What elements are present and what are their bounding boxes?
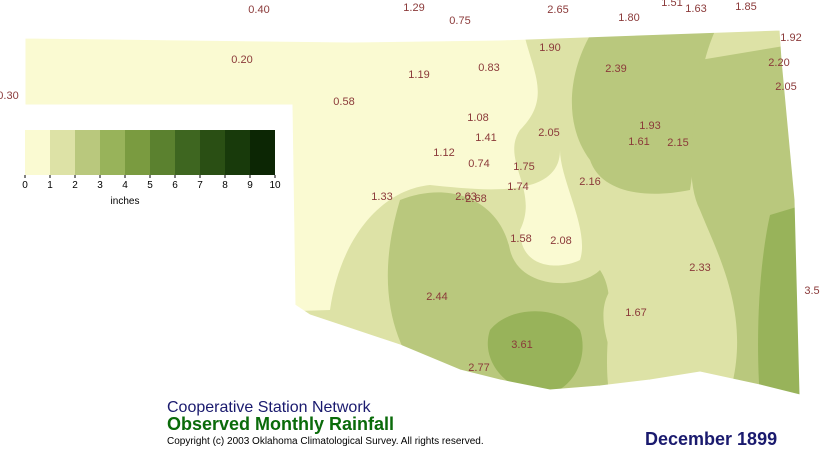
- legend-swatch: [175, 130, 200, 175]
- legend-unit: inches: [111, 196, 140, 207]
- station-value: 2.20: [768, 57, 789, 69]
- legend-swatch: [25, 130, 50, 175]
- station-value: 1.90: [539, 42, 560, 54]
- station-value: 2.77: [468, 362, 489, 374]
- legend-tick-label: 6: [172, 180, 178, 191]
- station-value: 1.74: [507, 181, 528, 193]
- station-value: 0.30: [0, 90, 19, 102]
- station-value: 1.85: [735, 1, 756, 13]
- station-value: 3.5: [804, 285, 819, 297]
- station-value: 2.15: [667, 137, 688, 149]
- legend-tick-label: 4: [122, 180, 128, 191]
- legend-tick-label: 3: [97, 180, 103, 191]
- station-value: 1.61: [628, 136, 649, 148]
- legend-tick-label: 2: [72, 180, 78, 191]
- station-value: 1.41: [475, 132, 496, 144]
- station-value: 1.51: [661, 0, 682, 9]
- station-value: 2.05: [538, 127, 559, 139]
- legend-swatch: [100, 130, 125, 175]
- station-value: 1.80: [618, 12, 639, 24]
- station-value: 1.58: [510, 233, 531, 245]
- station-value: 2.33: [689, 262, 710, 274]
- legend-swatch: [225, 130, 250, 175]
- legend-swatch: [50, 130, 75, 175]
- station-value: 2.39: [605, 63, 626, 75]
- station-value: 1.93: [639, 120, 660, 132]
- station-value: 0.74: [468, 158, 489, 170]
- station-value: 0.40: [248, 4, 269, 16]
- legend-swatch: [200, 130, 225, 175]
- station-value: 1.63: [685, 3, 706, 15]
- legend-swatch: [250, 130, 275, 175]
- station-value: 1.19: [408, 69, 429, 81]
- station-value: 0.58: [333, 96, 354, 108]
- legend-swatch: [75, 130, 100, 175]
- station-value: 1.92: [780, 32, 801, 44]
- station-value: 2.16: [579, 176, 600, 188]
- legend: 0 1 2 3 4 5 6 7 8 9 10 inches: [22, 130, 281, 207]
- station-value: 2.05: [775, 81, 796, 93]
- station-value: 0.20: [231, 54, 252, 66]
- legend-tick-label: 7: [197, 180, 203, 191]
- legend-tick-label: 0: [22, 180, 28, 191]
- station-value: 2.65: [547, 4, 568, 16]
- station-value: 3.61: [511, 339, 532, 351]
- state-border: [24, 29, 801, 396]
- legend-swatch: [125, 130, 150, 175]
- legend-tick-label: 8: [222, 180, 228, 191]
- legend-swatch: [150, 130, 175, 175]
- station-value: 1.08: [467, 112, 488, 124]
- station-value: 1.75: [513, 161, 534, 173]
- station-value: 1.29: [403, 2, 424, 14]
- copyright: Copyright (c) 2003 Oklahoma Climatologic…: [167, 436, 484, 447]
- station-labels: 0.40 1.29 0.75 2.65 1.80 1.51 1.63 1.85 1.92 0.20…: [0, 0, 820, 374]
- legend-tick-label: 9: [247, 180, 253, 191]
- station-value: 2.63: [455, 191, 476, 203]
- station-value: 2.08: [550, 235, 571, 247]
- station-value: 2.44: [426, 291, 447, 303]
- legend-tick-label: 5: [147, 180, 153, 191]
- station-value: 1.33: [371, 191, 392, 203]
- legend-tick-label: 10: [269, 180, 281, 191]
- station-value: 0.83: [478, 62, 499, 74]
- network-title: Cooperative Station Network: [167, 399, 372, 416]
- station-value: 0.75: [449, 15, 470, 27]
- station-value: 2.68: [465, 193, 486, 205]
- product-title: Observed Monthly Rainfall: [167, 414, 394, 434]
- station-value: 1.67: [625, 307, 646, 319]
- station-value: 1.12: [433, 147, 454, 159]
- legend-tick-label: 1: [47, 180, 53, 191]
- date: December 1899: [645, 429, 777, 449]
